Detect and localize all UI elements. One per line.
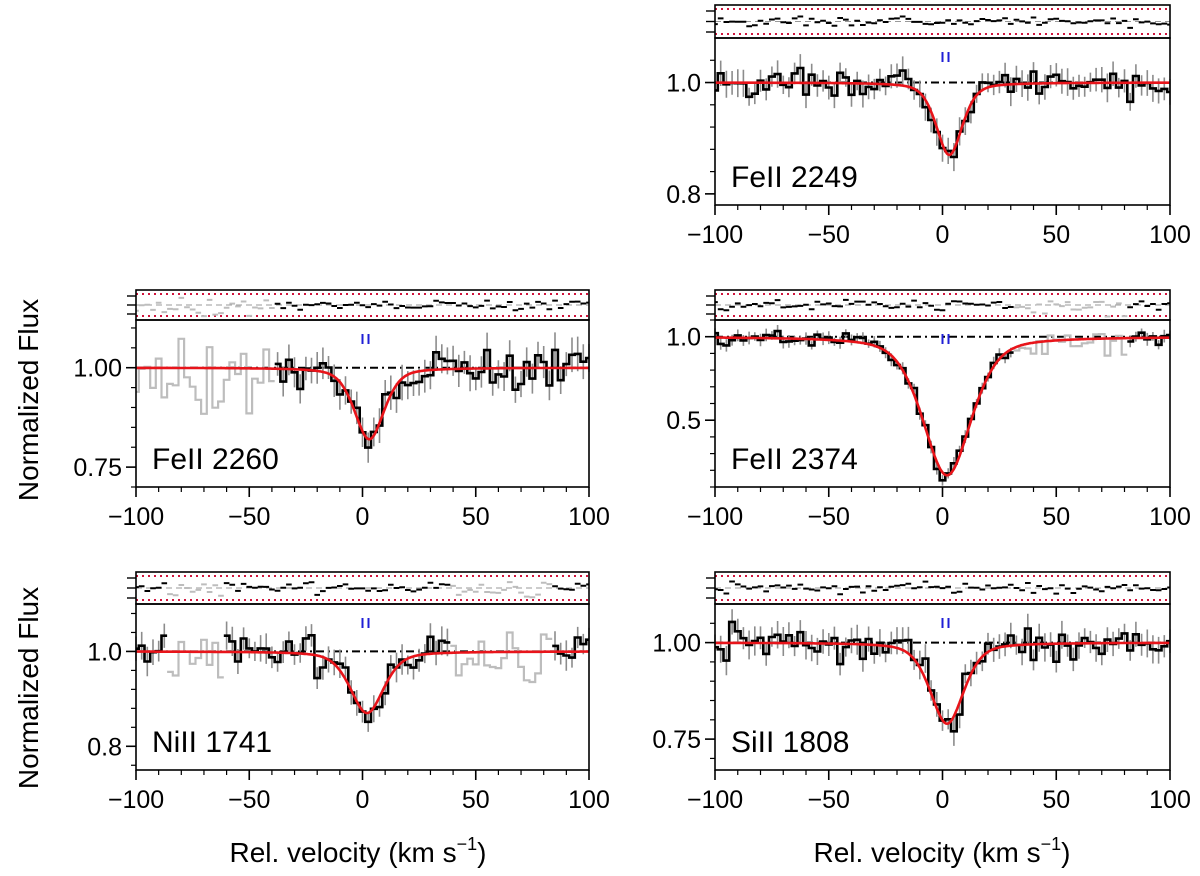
- x-axis-label-right-exponent: −1: [1041, 834, 1062, 854]
- x-tick-label: 100: [568, 503, 610, 531]
- panel-3: −100 −50 0 50 100 0.8 1.0 NiII 1741: [87, 571, 610, 814]
- x-tick-label: −100: [687, 786, 743, 814]
- panels-group: −100 −50 0 50 100 0.8 1.0 FeII 2249 −100 −50 0 50 10…: [73, 4, 1191, 814]
- x-axis-label-left-close: ): [477, 837, 486, 868]
- x-tick-label: 50: [1042, 786, 1070, 814]
- data-series: [274, 348, 589, 449]
- x-tick-label: −50: [228, 786, 270, 814]
- ion-label: NiII 1741: [152, 726, 272, 759]
- y-tick-label: 0.75: [652, 726, 701, 754]
- model-fit-line: [715, 81, 1170, 157]
- ion-label: FeII 2249: [731, 161, 858, 194]
- x-tick-label: 50: [1042, 221, 1070, 249]
- masked-data-series: [136, 337, 275, 415]
- x-tick-label: 0: [936, 503, 950, 531]
- x-tick-label: 50: [462, 503, 490, 531]
- ion-label: FeII 2260: [152, 443, 279, 476]
- x-axis-label-right-close: ): [1061, 837, 1070, 868]
- residual-series: [715, 15, 1170, 29]
- y-axis-label-upper: Normalized Flux: [13, 299, 44, 501]
- x-tick-label: −50: [808, 221, 850, 249]
- x-axis-label-left-main: Rel. velocity (km s: [229, 837, 456, 868]
- data-series: [136, 634, 589, 724]
- ion-label: SiII 1808: [731, 726, 849, 759]
- x-tick-label: −100: [108, 503, 164, 531]
- data-series: [715, 66, 1170, 159]
- model-fit-line: [136, 650, 589, 715]
- residual-series: [715, 298, 1170, 312]
- x-tick-label: 0: [356, 786, 370, 814]
- y-axis-label-lower: Normalized Flux: [13, 587, 44, 789]
- x-axis-label-right: Rel. velocity (km s−1): [813, 834, 1070, 868]
- y-tick-label: 0.8: [87, 733, 122, 761]
- error-bars: [714, 54, 1171, 172]
- masked-data-series: [167, 631, 553, 684]
- residual-series: [136, 581, 589, 596]
- y-tick-label: 1.00: [652, 630, 701, 658]
- model-fit-line: [136, 366, 589, 441]
- model-fit-line: [715, 336, 1171, 477]
- x-tick-label: −100: [108, 786, 164, 814]
- x-tick-label: 100: [1149, 221, 1191, 249]
- x-axis-label-left: Rel. velocity (km s−1): [229, 834, 486, 868]
- x-tick-label: 0: [936, 786, 950, 814]
- residual-frame: [714, 289, 1171, 321]
- x-tick-label: −50: [228, 503, 270, 531]
- x-tick-label: 100: [568, 786, 610, 814]
- x-axis-label-left-exponent: −1: [457, 834, 478, 854]
- y-tick-label: 0.8: [666, 181, 701, 209]
- residual-series: [715, 580, 1170, 596]
- x-tick-label: 100: [1149, 503, 1191, 531]
- ion-label: FeII 2374: [731, 443, 858, 476]
- y-tick-label: 1.0: [87, 638, 122, 666]
- residual-series: [274, 299, 589, 312]
- x-tick-label: 100: [1149, 786, 1191, 814]
- y-tick-label: 1.0: [666, 70, 701, 98]
- y-tick-label: 1.0: [666, 324, 701, 352]
- x-tick-label: 0: [356, 503, 370, 531]
- x-tick-label: −50: [808, 786, 850, 814]
- panel-2: −100 −50 0 50 100 0.5 1.0 FeII 2374: [666, 289, 1191, 531]
- model-fit-line: [715, 641, 1170, 726]
- x-tick-label: 50: [462, 786, 490, 814]
- x-tick-label: 50: [1042, 503, 1070, 531]
- y-tick-label: 0.75: [73, 454, 122, 482]
- x-tick-label: −100: [687, 221, 743, 249]
- residual-masked-series: [167, 581, 553, 599]
- y-tick-label: 0.5: [666, 407, 701, 435]
- error-bars: [135, 621, 590, 732]
- x-tick-label: −100: [687, 503, 743, 531]
- panel-1: −100 −50 0 50 100 0.75 1.00 FeII 2260: [73, 289, 610, 531]
- x-tick-label: −50: [808, 503, 850, 531]
- residual-masked-series: [136, 296, 275, 318]
- residual-masked-series: [1013, 300, 1128, 318]
- x-tick-label: 0: [936, 221, 950, 249]
- panel-4: −100 −50 0 50 100 0.75 1.00 SiII 1808: [652, 571, 1191, 814]
- panel-0: −100 −50 0 50 100 0.8 1.0 FeII 2249: [666, 4, 1191, 249]
- y-tick-label: 1.00: [73, 355, 122, 383]
- x-axis-label-right-main: Rel. velocity (km s: [813, 837, 1040, 868]
